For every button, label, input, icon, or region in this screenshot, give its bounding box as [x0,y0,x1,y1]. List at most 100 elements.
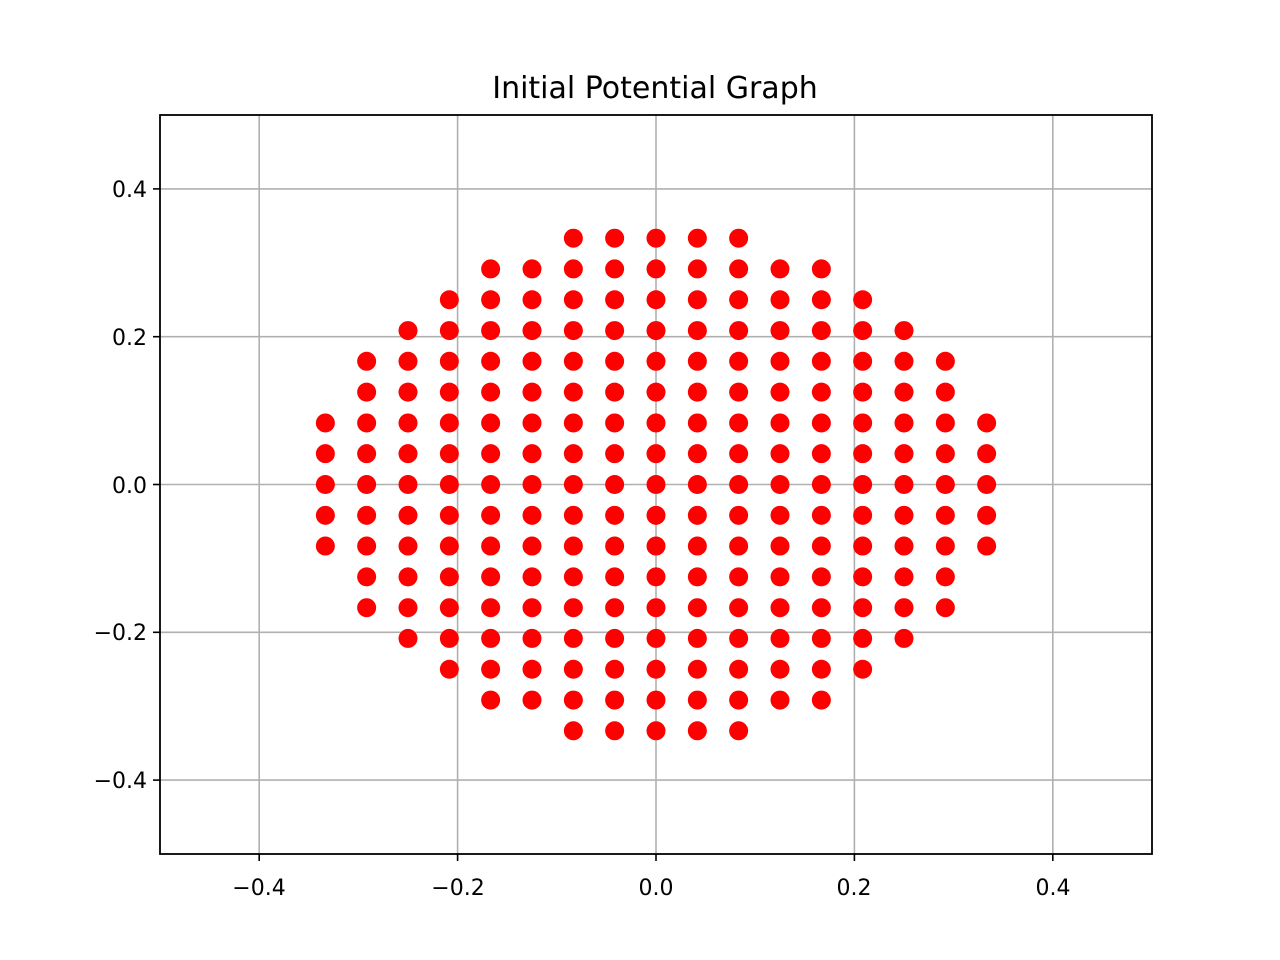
data-point [646,690,666,710]
data-point [729,259,749,279]
data-point [563,290,583,310]
data-point [563,321,583,341]
data-point [811,444,831,464]
data-point [481,321,501,341]
data-point [398,598,418,618]
data-point [398,351,418,371]
data-point [770,536,790,556]
data-point [605,567,625,587]
data-point [439,475,459,494]
data-point [687,444,707,464]
data-point [687,475,707,494]
data-point [687,536,707,556]
data-point [729,351,749,371]
data-point [563,259,583,279]
data-point [770,351,790,371]
data-point [315,475,335,494]
data-point [977,413,997,433]
data-point [563,228,583,248]
data-point [439,382,459,402]
data-point [853,444,873,464]
data-point [315,505,335,525]
data-point [563,413,583,433]
chart-title: Initial Potential Graph [492,71,818,106]
data-point [398,475,418,494]
data-point [853,290,873,310]
data-point [398,382,418,402]
data-point [563,721,583,741]
data-points [315,228,997,741]
data-point [894,475,914,494]
data-point [563,351,583,371]
data-point [646,259,666,279]
data-point [935,567,955,587]
data-point [729,536,749,556]
data-point [729,444,749,464]
data-point [977,505,997,525]
data-point [398,413,418,433]
y-tick-label: −0.2 [94,621,147,646]
data-point [398,536,418,556]
data-point [315,536,335,556]
data-point [770,505,790,525]
y-tick-label: 0.2 [112,326,147,351]
data-point [398,567,418,587]
data-point [811,259,831,279]
data-point [605,536,625,556]
data-point [729,659,749,679]
data-point [853,475,873,494]
data-point [687,628,707,648]
data-point [770,259,790,279]
data-point [522,598,542,618]
data-point [522,628,542,648]
data-point [439,628,459,648]
data-point [398,444,418,464]
data-point [687,659,707,679]
data-point [563,536,583,556]
data-point [811,382,831,402]
data-point [853,628,873,648]
data-point [894,567,914,587]
data-point [439,598,459,618]
data-point [811,598,831,618]
data-point [687,351,707,371]
x-axis: −0.4 −0.2 0.0 0.2 0.4 [232,876,1070,901]
data-point [770,567,790,587]
data-point [853,659,873,679]
data-point [605,259,625,279]
data-point [894,382,914,402]
data-point [811,290,831,310]
data-point [811,321,831,341]
data-point [894,536,914,556]
data-point [357,475,377,494]
data-point [563,598,583,618]
data-point [357,351,377,371]
data-point [563,567,583,587]
data-point [481,598,501,618]
data-point [770,598,790,618]
data-point [357,567,377,587]
data-point [729,228,749,248]
data-point [935,598,955,618]
data-point [315,444,335,464]
data-point [522,413,542,433]
data-point [935,413,955,433]
data-point [811,690,831,710]
data-point [439,505,459,525]
data-point [729,567,749,587]
data-point [398,628,418,648]
data-point [646,444,666,464]
data-point [563,475,583,494]
data-point [935,505,955,525]
x-tick-label: −0.4 [232,876,285,901]
data-point [977,536,997,556]
data-point [853,598,873,618]
data-point [563,382,583,402]
data-point [770,290,790,310]
data-point [481,290,501,310]
data-point [439,290,459,310]
data-point [522,290,542,310]
data-point [522,321,542,341]
data-point [439,413,459,433]
